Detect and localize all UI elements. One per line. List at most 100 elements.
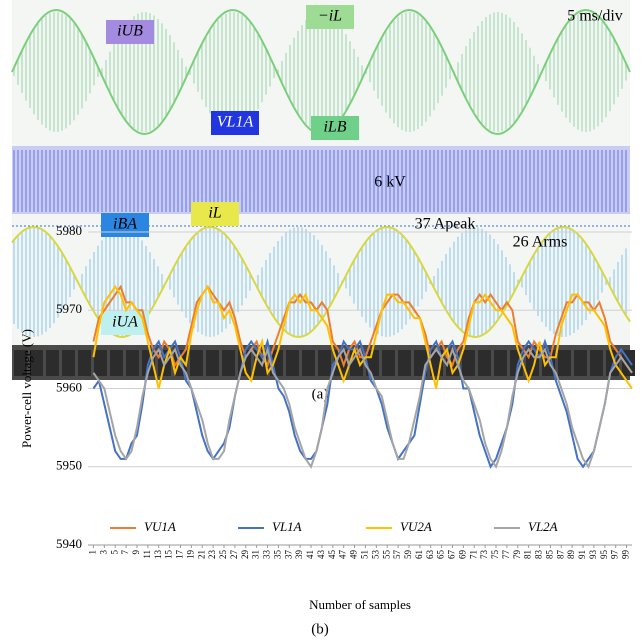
- x-tick-label: 21: [196, 550, 206, 559]
- scope-labels: iUB −iL 5 ms/div VL1A iLB 6 kV iBA iL 37 Apeak 26…: [101, 5, 623, 335]
- scope-label: iUA: [112, 314, 138, 331]
- status-box: [94, 350, 107, 376]
- x-tick-label: 33: [262, 550, 272, 560]
- scope-label: 5 ms/div: [567, 8, 623, 25]
- x-tick-label: 85: [544, 550, 554, 560]
- legend-bg: [488, 519, 598, 537]
- x-tick-label: 65: [436, 550, 446, 560]
- status-box: [318, 350, 331, 376]
- y-tick-label: 5960: [56, 379, 82, 394]
- x-tick-label: 29: [240, 550, 250, 560]
- x-tick-label: 79: [512, 550, 522, 560]
- legend-bg: [104, 519, 214, 537]
- x-tick-label: 95: [599, 550, 609, 560]
- status-box: [494, 350, 507, 376]
- x-tick-label: 39: [294, 550, 304, 560]
- x-tick-label: 9: [131, 550, 141, 555]
- label-box: [306, 5, 354, 29]
- x-tick-label: 27: [229, 550, 239, 560]
- x-tick-label: 89: [566, 550, 576, 560]
- x-tick-label: 43: [316, 550, 326, 560]
- x-tick-label: 13: [153, 550, 163, 560]
- status-box: [126, 350, 139, 376]
- x-tick-label: 11: [142, 550, 152, 559]
- status-box: [398, 350, 411, 376]
- voltage-band: [12, 146, 630, 214]
- x-tick-label: 23: [207, 550, 217, 560]
- x-tick-label: 61: [414, 550, 424, 559]
- scope-traces: [11, 8, 635, 376]
- x-tick-label: 63: [425, 550, 435, 560]
- x-tick-label: 97: [610, 550, 620, 560]
- status-box: [110, 350, 123, 376]
- scope-label: iBA: [113, 216, 137, 233]
- status-box: [62, 350, 75, 376]
- x-tick-label: 3: [98, 550, 108, 555]
- x-tick-label: 57: [392, 550, 402, 560]
- scope-trace: [11, 225, 631, 339]
- x-tick-label: 7: [120, 550, 130, 555]
- x-tick-label: 19: [185, 550, 195, 560]
- status-box: [302, 350, 315, 376]
- series-line: [92, 345, 633, 469]
- x-tick-label: 87: [555, 550, 565, 560]
- y-tick-label: 5940: [56, 536, 82, 551]
- scope-label: 37 Apeak: [415, 216, 476, 233]
- y-tick-label: 5970: [56, 301, 82, 316]
- x-tick-label: 67: [447, 550, 457, 560]
- x-tick-label: 47: [338, 550, 348, 560]
- status-box: [30, 350, 43, 376]
- status-box: [462, 350, 475, 376]
- legend-bg: [232, 519, 342, 537]
- scope-label: iL: [208, 205, 221, 222]
- scope-label: 26 Arms: [513, 234, 568, 251]
- label-box: [311, 116, 359, 140]
- x-tick-label: 91: [577, 550, 587, 559]
- scope-label: VL1A: [217, 114, 254, 131]
- x-tick-label: 17: [175, 550, 185, 560]
- status-box: [478, 350, 491, 376]
- status-box: [558, 350, 571, 376]
- x-tick-label: 93: [588, 550, 598, 560]
- status-box: [46, 350, 59, 376]
- status-box: [574, 350, 587, 376]
- legend-bg: [360, 519, 470, 537]
- label-box: [211, 111, 259, 135]
- x-tick-label: 69: [457, 550, 467, 560]
- x-tick-label: 59: [403, 550, 413, 560]
- legend-label: VL1A: [272, 519, 302, 534]
- status-box: [78, 350, 91, 376]
- x-tick-label: 1: [88, 550, 98, 555]
- x-tick-label: 55: [381, 550, 391, 560]
- x-tick-label: 45: [327, 550, 337, 560]
- legend-label: VL2A: [528, 519, 558, 534]
- label-box: [191, 202, 239, 226]
- x-tick-label: 77: [501, 550, 511, 560]
- x-tick-label: 99: [621, 550, 631, 560]
- label-box: [106, 20, 154, 44]
- x-tick-label: 31: [251, 550, 261, 559]
- x-tick-label: 41: [305, 550, 315, 559]
- status-box: [206, 350, 219, 376]
- x-tick-label: 75: [490, 550, 500, 560]
- x-tick-label: 35: [272, 550, 282, 560]
- x-tick-label: 71: [468, 550, 478, 559]
- x-tick-label: 25: [218, 550, 228, 560]
- scope-label: iLB: [323, 119, 346, 136]
- status-box: [590, 350, 603, 376]
- x-tick-label: 5: [109, 550, 119, 555]
- y-tick-label: 5980: [56, 223, 82, 238]
- x-tick-label: 53: [370, 550, 380, 560]
- x-tick-label: 51: [360, 550, 370, 559]
- y-tick-label: 5950: [56, 458, 82, 473]
- status-box: [334, 350, 347, 376]
- legend-label: VU1A: [144, 519, 176, 534]
- legend-label: VU2A: [400, 519, 432, 534]
- y-axis-label: Power-cell voltage (V): [19, 329, 34, 448]
- x-tick-label: 15: [164, 550, 174, 560]
- caption-b: (b): [311, 621, 329, 637]
- status-box: [382, 350, 395, 376]
- x-tick-label: 73: [479, 550, 489, 560]
